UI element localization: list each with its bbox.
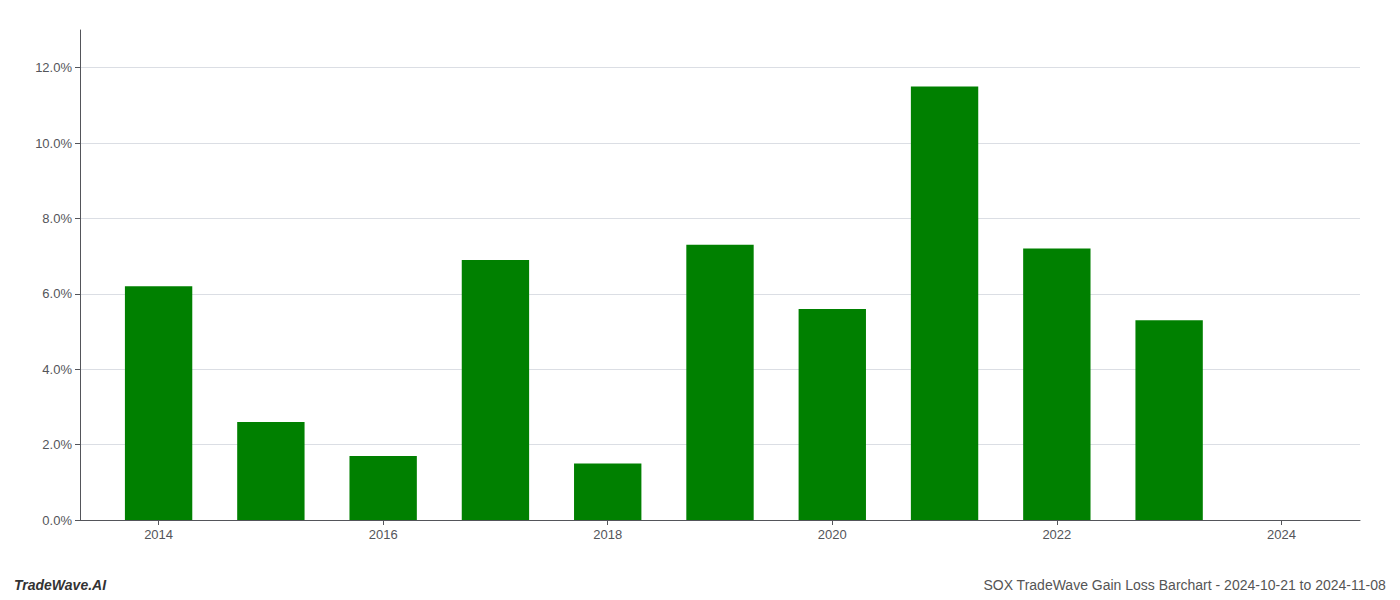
svg-text:0.0%: 0.0% xyxy=(42,513,72,528)
svg-text:2.0%: 2.0% xyxy=(42,437,72,452)
svg-text:2016: 2016 xyxy=(369,527,398,542)
svg-text:10.0%: 10.0% xyxy=(35,136,72,151)
svg-text:2020: 2020 xyxy=(818,527,847,542)
svg-text:2014: 2014 xyxy=(144,527,173,542)
svg-text:2022: 2022 xyxy=(1042,527,1071,542)
svg-text:2018: 2018 xyxy=(593,527,622,542)
svg-text:2024: 2024 xyxy=(1267,527,1296,542)
svg-text:6.0%: 6.0% xyxy=(42,286,72,301)
svg-text:4.0%: 4.0% xyxy=(42,362,72,377)
svg-text:SOX TradeWave Gain Loss Barcha: SOX TradeWave Gain Loss Barchart - 2024-… xyxy=(983,577,1386,593)
svg-text:12.0%: 12.0% xyxy=(35,60,72,75)
svg-text:TradeWave.AI: TradeWave.AI xyxy=(14,577,107,593)
svg-text:8.0%: 8.0% xyxy=(42,211,72,226)
